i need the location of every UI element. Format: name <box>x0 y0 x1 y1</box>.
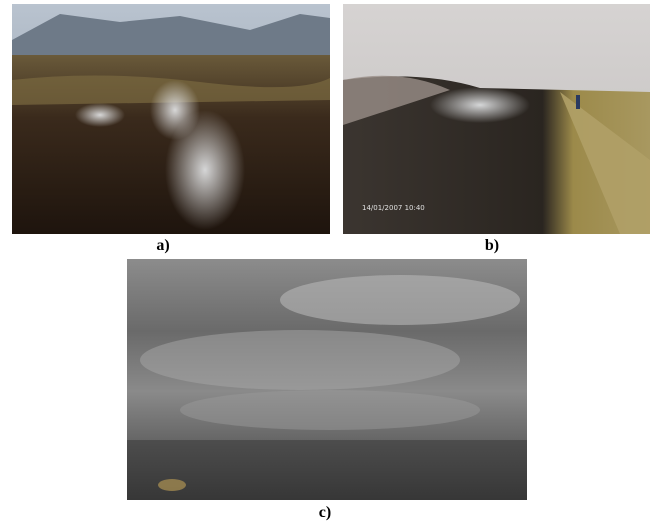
panel-label: b) <box>485 237 499 254</box>
figure: a) 14/01/2007 10:40 b) c) <box>0 0 654 527</box>
photo-a <box>12 4 330 234</box>
timestamp: 14/01/2007 10:40 <box>362 204 425 212</box>
photo-b: 14/01/2007 10:40 <box>343 4 650 234</box>
page: a) 14/01/2007 10:40 b) c) (() => { const… <box>0 0 654 527</box>
photo-c <box>127 259 527 500</box>
panel-label: a) <box>156 237 169 254</box>
panel-label: c) <box>319 504 331 521</box>
